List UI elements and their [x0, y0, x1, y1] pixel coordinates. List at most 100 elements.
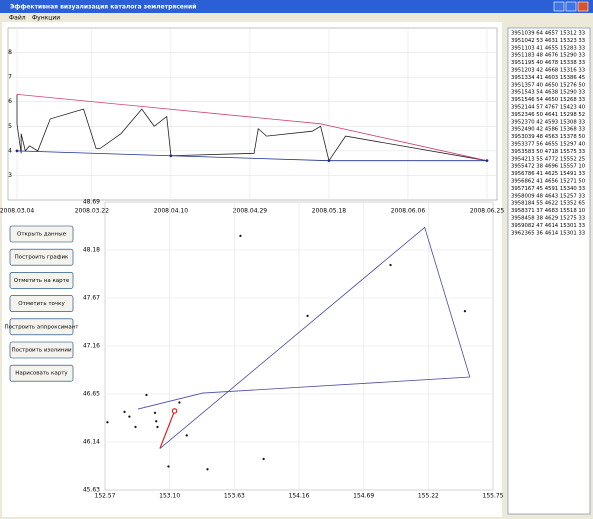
button-label[interactable]: Открыть данные — [17, 232, 67, 238]
button-label[interactable]: Построить изолинии — [11, 348, 71, 354]
list-item[interactable]: 3962365 36 4614 15301 33 — [511, 230, 585, 236]
y-tick-label: 7 — [8, 74, 12, 81]
menu-bar — [0, 13, 593, 22]
x-tick-label: 155.22 — [418, 493, 439, 500]
list-item[interactable]: 3951546 54 4650 15268 33 — [511, 97, 585, 103]
data-point — [134, 425, 137, 429]
event-list[interactable] — [507, 27, 591, 515]
data-point — [206, 468, 209, 471]
list-item[interactable]: 3951357 40 4650 15276 50 — [511, 82, 586, 88]
list-item[interactable]: 3951543 54 4638 15290 33 — [511, 90, 585, 96]
list-item[interactable]: 3951183 48 4676 15290 33 — [511, 53, 585, 59]
button-label[interactable]: Нарисовать карту — [15, 371, 68, 377]
list-item[interactable]: 3957167 45 4591 15340 33 — [511, 186, 585, 192]
list-item[interactable]: 3951039 64 4657 15312 33 — [511, 31, 585, 37]
window-title: Эффективная визуализация каталога землет… — [10, 4, 196, 11]
list-item[interactable]: 3951195 40 4678 15338 33 — [511, 60, 585, 66]
data-point — [153, 411, 157, 414]
y-tick-label: 47.67 — [83, 295, 100, 302]
connection-line — [159, 410, 176, 449]
data-point — [155, 420, 158, 423]
data-point — [167, 465, 170, 468]
y-tick-label: 6 — [8, 98, 12, 105]
data-point — [389, 263, 392, 267]
series-line — [16, 150, 487, 162]
x-tick-label: 2008.03.04 — [0, 208, 34, 215]
maximize-button[interactable] — [565, 1, 577, 12]
data-point — [106, 421, 109, 424]
series-line — [16, 93, 488, 162]
list-item[interactable]: 3958009 48 4643 15257 33 — [511, 193, 585, 199]
list-item[interactable]: 3952144 57 4767 15423 40 — [511, 105, 586, 111]
data-point — [15, 149, 19, 153]
y-tick-label: 47.16 — [83, 343, 100, 350]
button[interactable] — [9, 248, 74, 266]
x-tick-label: 154.16 — [289, 493, 310, 500]
x-tick-label: 154.69 — [353, 493, 374, 500]
button[interactable] — [9, 364, 74, 382]
list-item[interactable]: 3958458 38 4629 15275 33 — [511, 216, 585, 222]
data-point — [178, 401, 181, 404]
y-tick-label: 48.18 — [83, 247, 100, 254]
list-item[interactable]: 3958371 37 4683 15518 10 — [511, 208, 586, 214]
y-tick-label: 8 — [8, 49, 12, 56]
list-item[interactable]: 3955472 38 4696 15557 10 — [511, 164, 586, 170]
button[interactable] — [9, 272, 74, 289]
list-item[interactable]: 3952490 42 4586 15368 33 — [511, 127, 585, 133]
data-point — [262, 457, 265, 461]
list-item[interactable]: 3951334 41 4603 15386 45 — [511, 75, 585, 81]
data-point — [327, 159, 331, 163]
list-item[interactable]: 3956862 41 4656 15271 50 — [511, 179, 586, 185]
x-tick-label: 2008.06.06 — [391, 208, 426, 215]
list-item[interactable]: 3953377 56 4655 15297 40 — [511, 142, 586, 148]
connection-line — [137, 226, 471, 449]
button-label[interactable]: Отметить точку — [18, 301, 65, 307]
close-button[interactable] — [577, 1, 589, 12]
title-bar — [0, 0, 593, 13]
button[interactable] — [9, 341, 74, 359]
list-item[interactable]: 3952346 50 4641 15298 52 — [511, 112, 585, 118]
list-item[interactable]: 3956786 41 4625 15491 33 — [511, 171, 585, 177]
data-point — [145, 393, 148, 397]
y-tick-label: 48.69 — [83, 199, 100, 206]
x-tick-label: 2008.05.18 — [312, 208, 347, 215]
minimize-button[interactable] — [553, 1, 565, 12]
time-chart-frame — [7, 27, 498, 201]
x-tick-label: 2008.04.29 — [233, 208, 268, 215]
data-point — [463, 310, 467, 313]
y-tick-label: 3 — [8, 172, 12, 179]
list-item[interactable]: 3959082 47 4614 15301 33 — [511, 223, 585, 229]
data-point — [239, 234, 242, 238]
x-tick-label: 2008.06.25 — [470, 208, 505, 215]
x-tick-label: 2008.04.10 — [154, 208, 189, 215]
list-item[interactable]: 3951042 53 4631 15323 33 — [511, 38, 585, 44]
button[interactable] — [9, 295, 74, 312]
menu-item[interactable]: Функции — [32, 15, 60, 22]
button-label[interactable]: Построить аппроксимант — [4, 324, 79, 330]
list-item[interactable]: 3953039 48 4563 15378 50 — [511, 134, 586, 140]
data-point — [123, 410, 126, 414]
data-point — [128, 415, 131, 418]
button-label[interactable]: Отметить на карте — [14, 278, 70, 284]
menu-item[interactable]: Файл — [9, 15, 26, 22]
x-tick-label: 153.63 — [224, 493, 245, 500]
selected-point — [171, 408, 178, 414]
list-item[interactable]: 3953583 50 4718 15575 33 — [511, 149, 585, 155]
data-point — [156, 425, 159, 429]
list-item[interactable]: 3951203 42 4668 15316 33 — [511, 68, 585, 74]
y-tick-label: 4 — [8, 147, 12, 154]
button-label[interactable]: Построить график — [15, 255, 69, 261]
y-tick-label: 45.63 — [83, 487, 100, 494]
list-item[interactable]: 3952370 42 4593 15308 33 — [511, 119, 585, 125]
data-point — [485, 159, 489, 163]
list-item[interactable]: 3958184 55 4622 15352 65 — [511, 201, 585, 207]
button[interactable] — [9, 225, 74, 243]
x-tick-label: 2008.03.22 — [75, 208, 110, 215]
list-item[interactable]: 3951103 41 4655 15283 33 — [511, 45, 585, 51]
button[interactable] — [9, 318, 74, 336]
x-tick-label: 153.10 — [159, 493, 180, 500]
data-point — [169, 154, 173, 158]
list-item[interactable]: 3954213 55 4772 15552 25 — [511, 156, 585, 162]
x-tick-label: 155.75 — [483, 493, 504, 500]
